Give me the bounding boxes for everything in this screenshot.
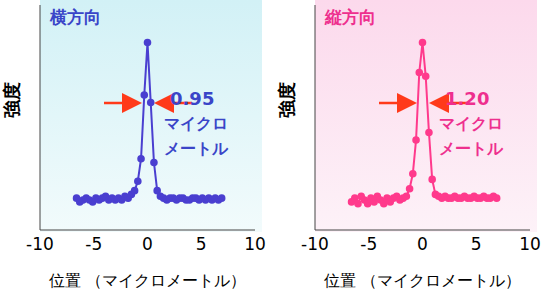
html-text:縦方向: 縦方向 — [325, 7, 376, 27]
svg-text:-10: -10 — [301, 234, 329, 254]
svg-text:-5: -5 — [360, 234, 377, 254]
svg-text:-10: -10 — [26, 234, 54, 254]
svg-text:位置 （マイクロメートル）: 位置 （マイクロメートル） — [324, 271, 521, 290]
html-text:0.95: 0.95 — [170, 88, 215, 109]
svg-text:5: 5 — [471, 234, 482, 254]
svg-text:位置 （マイクロメートル）: 位置 （マイクロメートル） — [49, 271, 246, 290]
html-text:メートル: メートル — [439, 139, 503, 158]
svg-text:強度: 強度 — [8, 82, 22, 118]
html-text:マイクロ: マイクロ — [164, 114, 228, 133]
svg-text:強度: 強度 — [276, 82, 297, 118]
html-text:マイクロ: マイクロ — [439, 114, 503, 133]
html-text:1.20: 1.20 — [445, 88, 490, 109]
svg-text:0: 0 — [417, 234, 428, 254]
html-text:メートル: メートル — [164, 139, 228, 158]
svg-text:10: 10 — [519, 234, 541, 254]
svg-text:10: 10 — [244, 234, 266, 254]
svg-text:5: 5 — [196, 234, 207, 254]
html-text:横方向: 横方向 — [50, 7, 101, 27]
svg-text:0: 0 — [142, 234, 153, 254]
svg-text:-5: -5 — [85, 234, 102, 254]
